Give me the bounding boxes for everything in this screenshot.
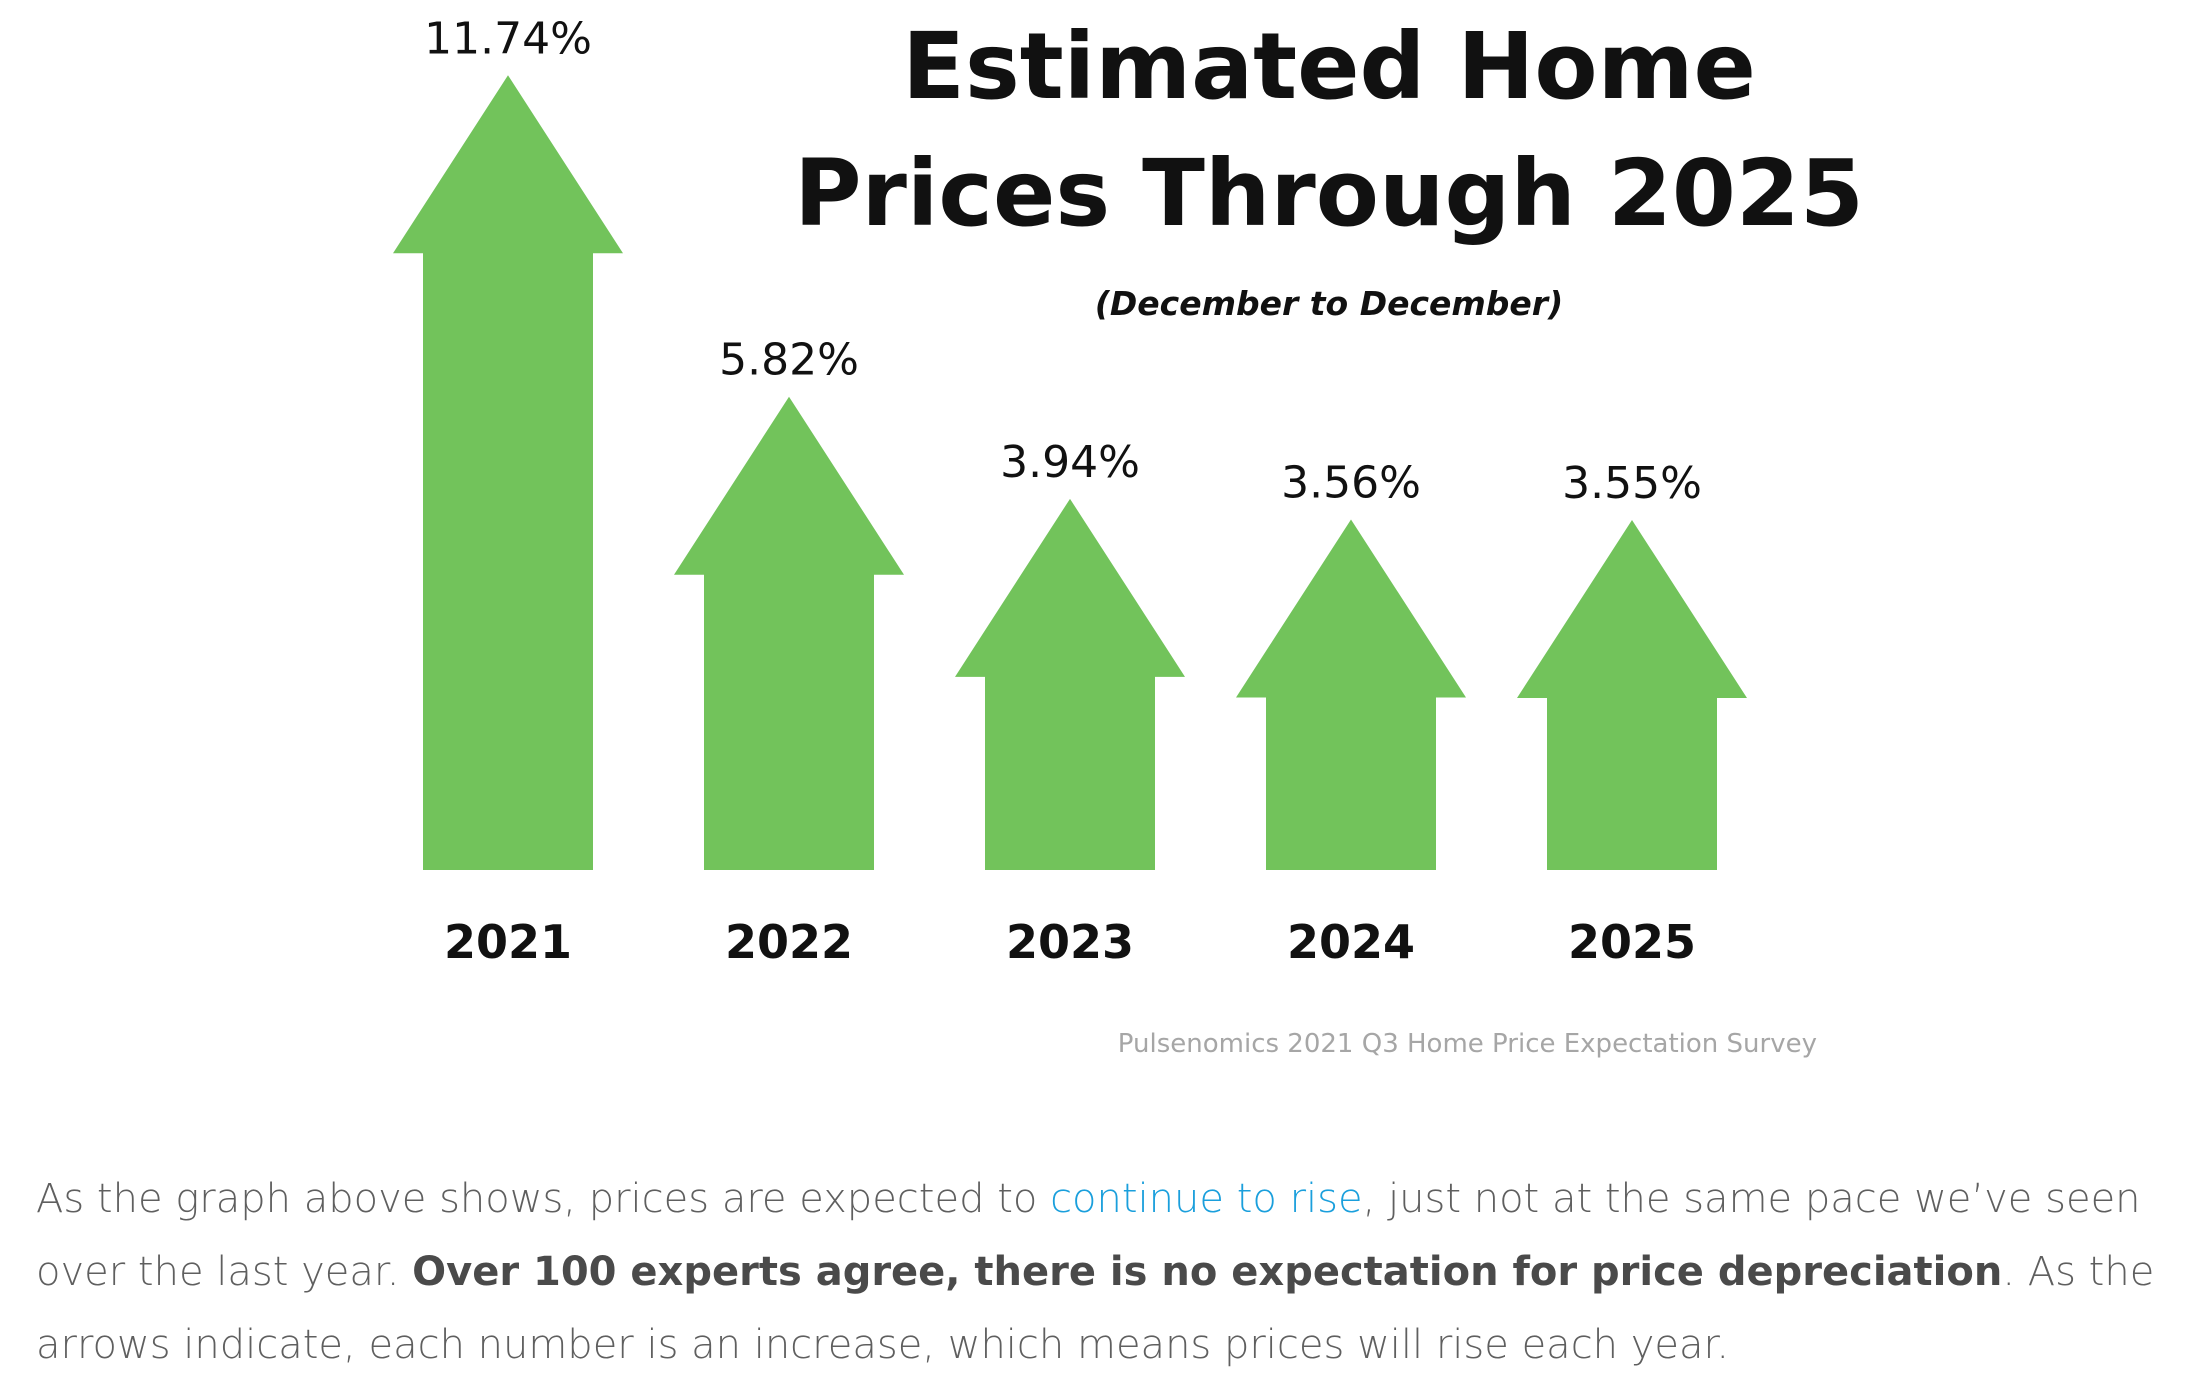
chart-svg: Estimated Home Prices Through 2025 (Dece… [393, 13, 1864, 1059]
arrow-bar-2022 [674, 396, 904, 870]
chart-marks: 11.74% 2021 5.82% 2022 3.94% 2023 3.56% 2024 3.5… [393, 13, 1747, 969]
article-middle-text: , just not at the same pace we’ve seen o… [36, 1176, 2141, 1295]
chart-figure: Estimated Home Prices Through 2025 (Dece… [393, 13, 1864, 1059]
value-label-2025: 3.55% [1562, 458, 1702, 509]
year-label-2025: 2025 [1568, 915, 1696, 969]
year-label-2021: 2021 [444, 915, 572, 969]
value-label-2024: 3.56% [1281, 457, 1421, 508]
arrow-bar-2025 [1517, 520, 1747, 870]
chart-title-line-2: Prices Through 2025 [794, 140, 1864, 247]
chart-title-line-1: Estimated Home [902, 13, 1756, 120]
value-label-2022: 5.82% [719, 335, 859, 386]
value-label-2021: 11.74% [424, 13, 592, 64]
article-intro-text: As the graph above shows, prices are exp… [36, 1176, 1051, 1222]
year-label-2022: 2022 [725, 915, 853, 969]
year-label-2024: 2024 [1287, 915, 1415, 969]
chart-subtitle: (December to December) [1095, 284, 1563, 323]
arrow-bar-2023 [955, 498, 1185, 870]
article-outro-text: . As the arrows indicate, each number is… [36, 1249, 2155, 1368]
article-paragraph: As the graph above shows, prices are exp… [36, 1163, 2156, 1382]
chart-source: Pulsenomics 2021 Q3 Home Price Expectati… [1118, 1029, 1817, 1059]
continue-to-rise-link[interactable]: continue to rise [1050, 1176, 1363, 1222]
article-bold-text: Over 100 experts agree, there is no expe… [412, 1249, 2003, 1295]
arrow-bar-2024 [1236, 519, 1466, 870]
value-label-2023: 3.94% [1000, 437, 1140, 488]
arrow-bar-2021 [393, 75, 623, 870]
year-label-2023: 2023 [1006, 915, 1134, 969]
